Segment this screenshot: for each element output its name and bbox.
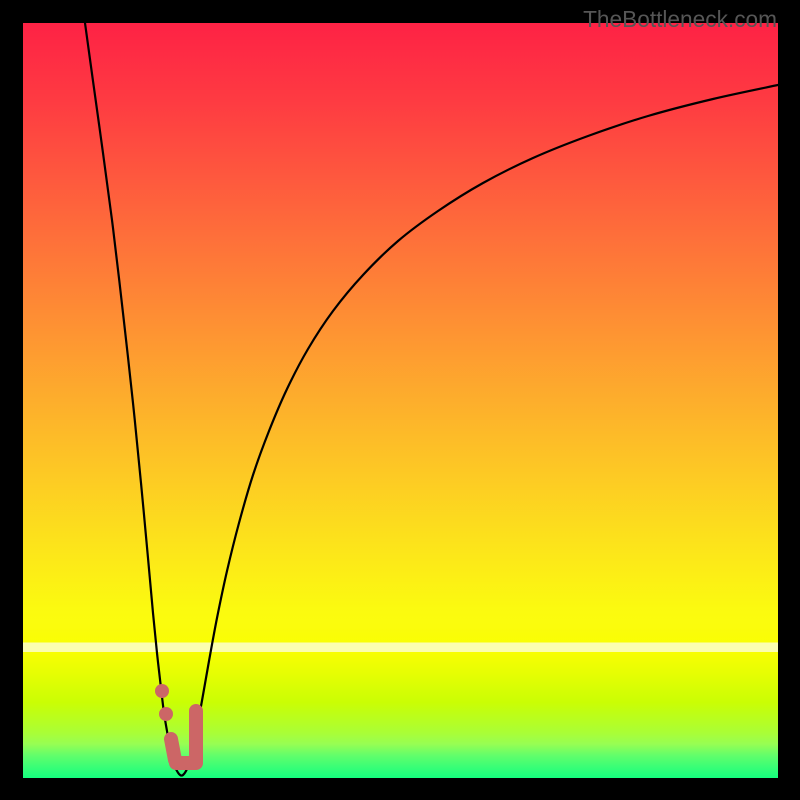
data-markers [155, 684, 196, 763]
chart-svg-overlay [23, 23, 778, 778]
chart-plot-area [23, 23, 778, 778]
marker-dot [155, 684, 169, 698]
watermark-text: TheBottleneck.com [583, 6, 777, 33]
marker-dot [159, 707, 173, 721]
chart-outer-frame: TheBottleneck.com [0, 0, 800, 800]
main-curve [85, 23, 778, 776]
